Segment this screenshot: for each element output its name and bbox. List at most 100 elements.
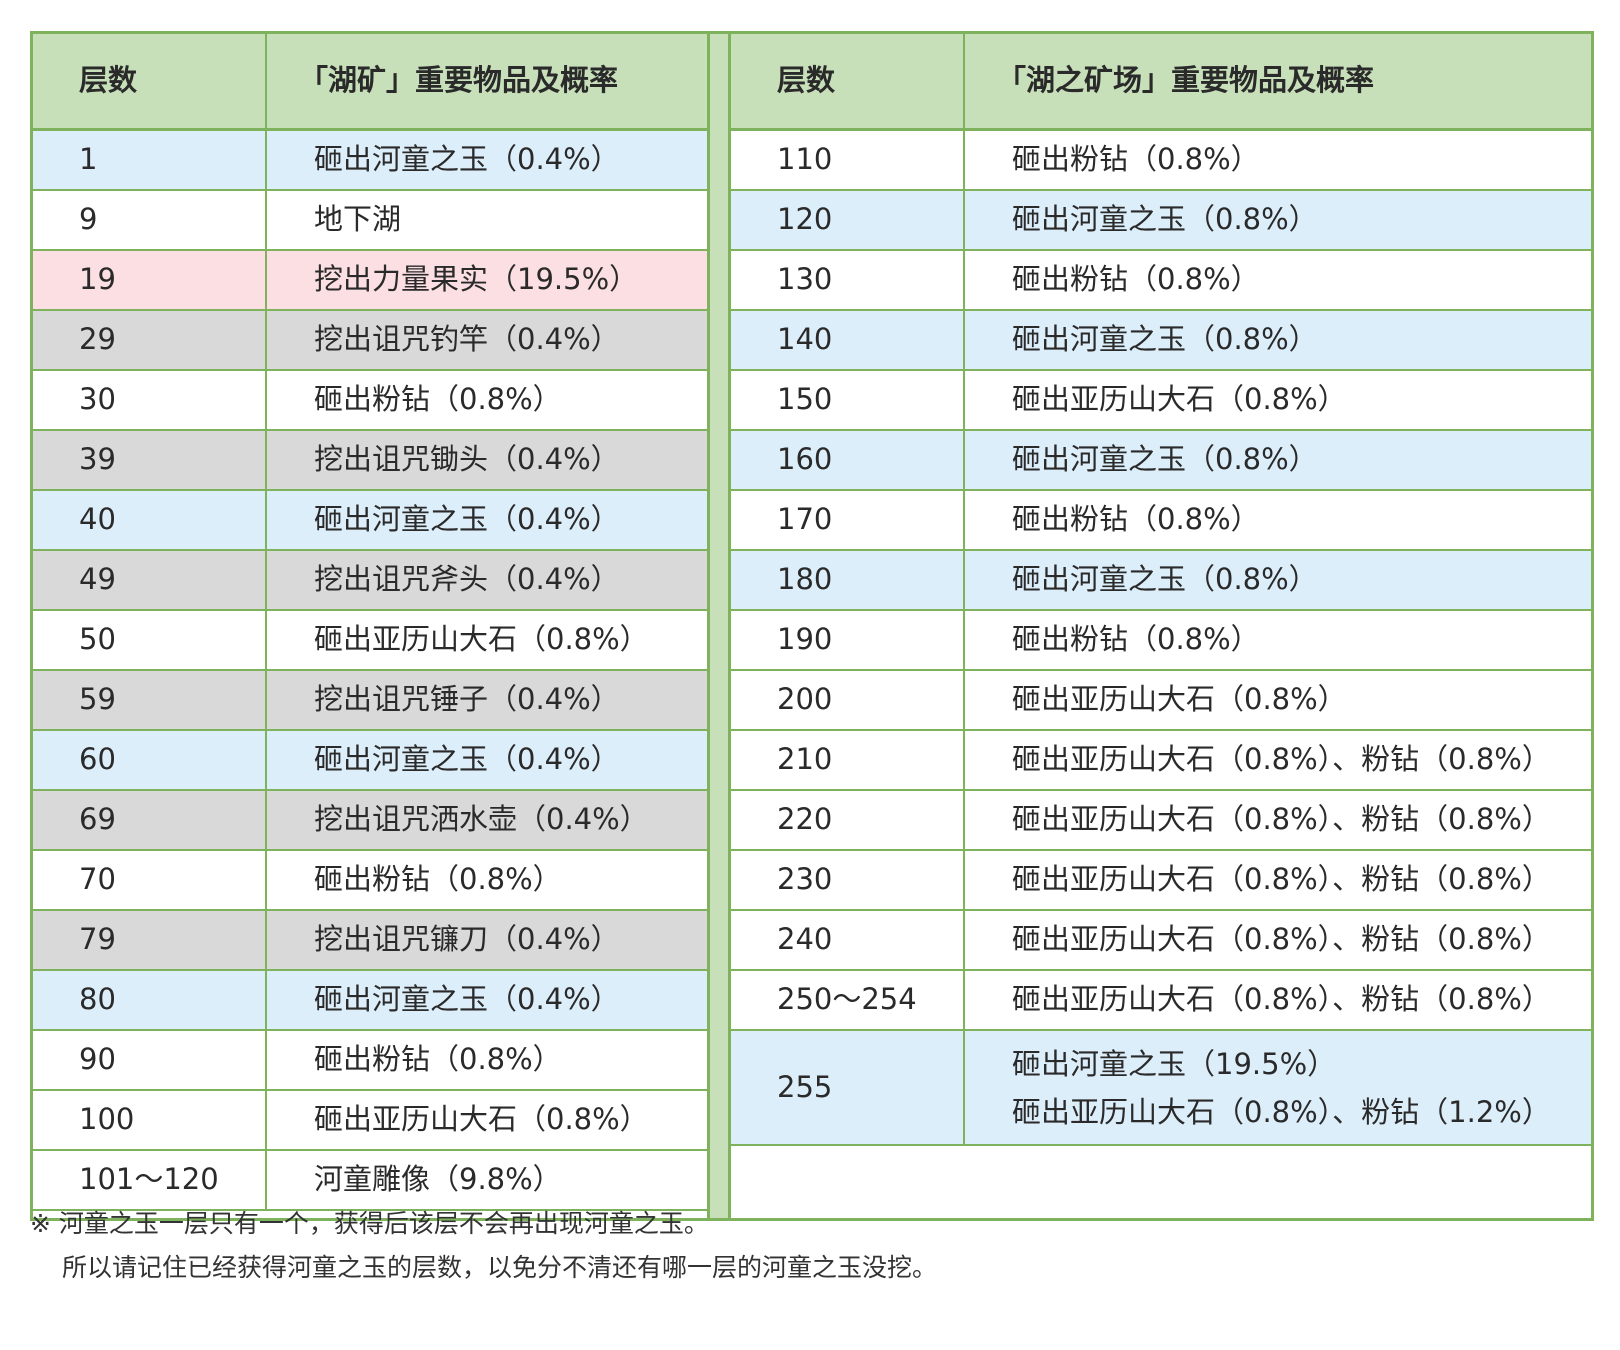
table-row: 210 砸出亚历山大石（0.8%）、粉钻（0.8%） [731, 729, 1591, 791]
floor-cell: 110 [731, 128, 965, 191]
item-cell: 挖出诅咒锄头（0.4%） [265, 429, 707, 491]
item-cell: 砸出河童之玉（19.5%） 砸出亚历山大石（0.8%）、粉钻（1.2%） [963, 1029, 1591, 1146]
item-cell: 砸出亚历山大石（0.8%） [963, 369, 1591, 431]
item-cell: 砸出粉钻（0.8%） [265, 1029, 707, 1091]
floor-cell: 160 [731, 429, 965, 491]
item-cell: 砸出河童之玉（0.4%） [265, 729, 707, 791]
floor-cell: 50 [33, 609, 267, 671]
floor-cell: 101～120 [33, 1149, 267, 1211]
item-cell: 砸出粉钻（0.8%） [963, 128, 1591, 191]
item-cell: 砸出粉钻（0.8%） [963, 489, 1591, 551]
item-cell: 挖出诅咒洒水壶（0.4%） [265, 789, 707, 851]
floor-cell: 59 [33, 669, 267, 731]
floor-cell: 170 [731, 489, 965, 551]
table-row: 30 砸出粉钻（0.8%） [33, 369, 707, 431]
item-cell: 砸出粉钻（0.8%） [963, 609, 1591, 671]
table-row: 59 挖出诅咒锤子（0.4%） [33, 669, 707, 731]
floor-cell: 1 [33, 128, 267, 191]
footnote: ※ 河童之玉一层只有一个，获得后该层不会再出现河童之玉。 所以请记住已经获得河童… [30, 1202, 937, 1290]
item-cell: 砸出粉钻（0.8%） [265, 849, 707, 911]
table-row: 19 挖出力量果实（19.5%） [33, 249, 707, 311]
column-divider [707, 34, 731, 1218]
floor-cell: 49 [33, 549, 267, 611]
floor-cell: 90 [33, 1029, 267, 1091]
item-cell: 砸出亚历山大石（0.8%）、粉钻（0.8%） [963, 849, 1591, 911]
floor-cell: 150 [731, 369, 965, 431]
item-cell: 挖出诅咒斧头（0.4%） [265, 549, 707, 611]
floor-cell: 230 [731, 849, 965, 911]
table-row: 110 砸出粉钻（0.8%） [731, 128, 1591, 191]
mine-floor-table: 层数 「湖矿」重要物品及概率 1 砸出河童之玉（0.4%） 9 地下湖 19 挖出力量… [30, 31, 1594, 1221]
floor-cell: 9 [33, 189, 267, 251]
table-row: 200 砸出亚历山大石（0.8%） [731, 669, 1591, 731]
floor-cell: 220 [731, 789, 965, 851]
item-cell: 砸出河童之玉（0.8%） [963, 189, 1591, 251]
item-cell: 河童雕像（9.8%） [265, 1149, 707, 1211]
table-row: 80 砸出河童之玉（0.4%） [33, 969, 707, 1031]
table-row: 69 挖出诅咒洒水壶（0.4%） [33, 789, 707, 851]
item-cell: 砸出河童之玉（0.4%） [265, 489, 707, 551]
table-row: 150 砸出亚历山大石（0.8%） [731, 369, 1591, 431]
lake-mine-field-panel: 层数 「湖之矿场」重要物品及概率 110 砸出粉钻（0.8%） 120 砸出河童之玉… [731, 34, 1591, 1218]
item-cell: 地下湖 [265, 189, 707, 251]
floor-cell: 39 [33, 429, 267, 491]
floor-cell: 80 [33, 969, 267, 1031]
floor-cell: 210 [731, 729, 965, 791]
item-cell: 砸出河童之玉（0.4%） [265, 969, 707, 1031]
floor-cell: 30 [33, 369, 267, 431]
table-row: 140 砸出河童之玉（0.8%） [731, 309, 1591, 371]
table-row: 220 砸出亚历山大石（0.8%）、粉钻（0.8%） [731, 789, 1591, 851]
item-line: 砸出河童之玉（19.5%） [1012, 1046, 1337, 1081]
floor-cell: 130 [731, 249, 965, 311]
item-line: 砸出亚历山大石（0.8%）、粉钻（1.2%） [1012, 1094, 1551, 1129]
table-row: 49 挖出诅咒斧头（0.4%） [33, 549, 707, 611]
floor-cell: 40 [33, 489, 267, 551]
header-items: 「湖矿」重要物品及概率 [265, 34, 707, 131]
table-header-row: 层数 「湖矿」重要物品及概率 [33, 34, 707, 131]
table-row: 9 地下湖 [33, 189, 707, 251]
item-cell: 挖出诅咒镰刀（0.4%） [265, 909, 707, 971]
floor-cell: 190 [731, 609, 965, 671]
table-row: 240 砸出亚历山大石（0.8%）、粉钻（0.8%） [731, 909, 1591, 971]
header-floor: 层数 [731, 34, 965, 131]
footnote-line-2: 所以请记住已经获得河童之玉的层数，以免分不清还有哪一层的河童之玉没挖。 [62, 1253, 938, 1282]
floor-cell: 240 [731, 909, 965, 971]
table-row: 29 挖出诅咒钓竿（0.4%） [33, 309, 707, 371]
floor-cell: 120 [731, 189, 965, 251]
floor-cell: 140 [731, 309, 965, 371]
table-row: 160 砸出河童之玉（0.8%） [731, 429, 1591, 491]
item-cell: 砸出亚历山大石（0.8%）、粉钻（0.8%） [963, 789, 1591, 851]
item-cell: 砸出河童之玉（0.8%） [963, 429, 1591, 491]
item-cell: 砸出河童之玉（0.4%） [265, 128, 707, 191]
table-row: 120 砸出河童之玉（0.8%） [731, 189, 1591, 251]
lake-mine-field-table: 层数 「湖之矿场」重要物品及概率 110 砸出粉钻（0.8%） 120 砸出河童之玉… [731, 34, 1591, 1146]
table-row: 170 砸出粉钻（0.8%） [731, 489, 1591, 551]
table-row: 130 砸出粉钻（0.8%） [731, 249, 1591, 311]
table-row: 250～254 砸出亚历山大石（0.8%）、粉钻（0.8%） [731, 969, 1591, 1031]
item-cell: 砸出粉钻（0.8%） [963, 249, 1591, 311]
table-row: 60 砸出河童之玉（0.4%） [33, 729, 707, 791]
table-row: 190 砸出粉钻（0.8%） [731, 609, 1591, 671]
table-row: 255 砸出河童之玉（19.5%） 砸出亚历山大石（0.8%）、粉钻（1.2%） [731, 1029, 1591, 1146]
floor-cell: 250～254 [731, 969, 965, 1031]
item-cell: 砸出亚历山大石（0.8%）、粉钻（0.8%） [963, 909, 1591, 971]
lake-mine-table: 层数 「湖矿」重要物品及概率 1 砸出河童之玉（0.4%） 9 地下湖 19 挖出力量… [33, 34, 707, 1211]
header-items: 「湖之矿场」重要物品及概率 [963, 34, 1591, 131]
floor-cell: 100 [33, 1089, 267, 1151]
item-cell: 砸出河童之玉（0.8%） [963, 309, 1591, 371]
floor-cell: 69 [33, 789, 267, 851]
item-cell: 砸出亚历山大石（0.8%）、粉钻（0.8%） [963, 729, 1591, 791]
item-cell: 挖出诅咒锤子（0.4%） [265, 669, 707, 731]
table-row: 50 砸出亚历山大石（0.8%） [33, 609, 707, 671]
table-row: 70 砸出粉钻（0.8%） [33, 849, 707, 911]
floor-cell: 79 [33, 909, 267, 971]
table-row: 40 砸出河童之玉（0.4%） [33, 489, 707, 551]
lake-mine-panel: 层数 「湖矿」重要物品及概率 1 砸出河童之玉（0.4%） 9 地下湖 19 挖出力量… [33, 34, 707, 1218]
table-row: 1 砸出河童之玉（0.4%） [33, 128, 707, 191]
table-row: 230 砸出亚历山大石（0.8%）、粉钻（0.8%） [731, 849, 1591, 911]
header-floor: 层数 [33, 34, 267, 131]
floor-cell: 200 [731, 669, 965, 731]
table-row: 90 砸出粉钻（0.8%） [33, 1029, 707, 1091]
floor-cell: 19 [33, 249, 267, 311]
item-cell: 砸出亚历山大石（0.8%）、粉钻（0.8%） [963, 969, 1591, 1031]
